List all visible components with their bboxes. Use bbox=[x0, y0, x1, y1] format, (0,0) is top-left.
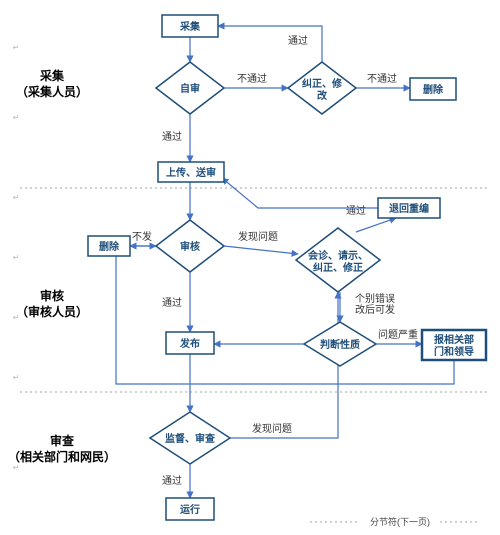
node-selfrev: 自审 bbox=[156, 62, 224, 114]
section-label: 采集 bbox=[39, 68, 65, 83]
edge-label-e2: 不通过 bbox=[237, 72, 267, 85]
edge-label-e9: 通过 bbox=[346, 204, 366, 217]
node-label: 审核 bbox=[180, 240, 200, 253]
node-fix1: 纠正、修改 bbox=[288, 62, 356, 114]
edge-e8 bbox=[224, 246, 298, 254]
node-judge: 判断性质 bbox=[304, 322, 376, 366]
node-review: 审核 bbox=[156, 220, 224, 272]
section-label: 审核 bbox=[40, 288, 64, 303]
edge-e16 bbox=[230, 292, 338, 438]
edge-label-e8: 发现问题 bbox=[238, 230, 278, 243]
node-label: 自审 bbox=[180, 82, 200, 95]
node-label: 删除 bbox=[423, 83, 444, 96]
node-upload: 上传、送审 bbox=[158, 162, 224, 182]
node-del1: 删除 bbox=[410, 78, 456, 100]
para-mark-icon: ↵ bbox=[13, 43, 20, 52]
node-label: 采集 bbox=[179, 20, 201, 33]
section-sublabel: （采集人员） bbox=[16, 84, 88, 99]
node-label: 纠正、修正 bbox=[313, 261, 363, 274]
edge-e10 bbox=[222, 178, 378, 208]
node-label: 运行 bbox=[180, 503, 200, 516]
node-label: 报相关部 bbox=[434, 333, 474, 346]
edge-label-e4: 通过 bbox=[288, 34, 308, 47]
node-label: 门和领导 bbox=[434, 345, 474, 358]
para-mark-icon: ↵ bbox=[13, 253, 20, 262]
node-label: 判断性质 bbox=[320, 338, 360, 351]
section-sublabel: （相关部门和网民） bbox=[8, 449, 116, 464]
node-del2: 删除 bbox=[88, 236, 130, 256]
node-inspect: 监督、审查 bbox=[150, 412, 230, 464]
section-label: 审查 bbox=[50, 433, 75, 448]
node-label: 改 bbox=[317, 89, 328, 102]
edge-label-e3: 不通过 bbox=[367, 72, 397, 85]
edge-label-e17: 通过 bbox=[162, 474, 182, 487]
section-sublabel: （审核人员） bbox=[16, 304, 88, 319]
edge-label-e12: 改后可发 bbox=[355, 303, 395, 316]
node-label: 删除 bbox=[99, 240, 120, 253]
node-label: 上传、送审 bbox=[166, 166, 216, 179]
edge-label-e12: 个别错误 bbox=[355, 292, 395, 305]
edge-e9 bbox=[356, 218, 396, 232]
para-mark-icon: ↵ bbox=[13, 373, 20, 382]
node-report: 报相关部门和领导 bbox=[422, 330, 486, 360]
node-publish: 发布 bbox=[166, 332, 214, 354]
edge-label-e16: 发现问题 bbox=[252, 422, 292, 435]
footer-label: 分节符(下一页) bbox=[370, 516, 430, 527]
node-run: 运行 bbox=[166, 498, 214, 520]
node-label: 退回重编 bbox=[389, 202, 429, 215]
para-mark-icon: ↵ bbox=[13, 113, 20, 122]
node-label: 纠正、修 bbox=[302, 77, 343, 90]
edge-label-e14: 问题严重 bbox=[378, 328, 418, 341]
edge-label-e7: 不发 bbox=[132, 230, 152, 243]
edge-e18 bbox=[116, 246, 454, 384]
node-label: 监督、审查 bbox=[165, 432, 216, 445]
edge-label-e11: 通过 bbox=[162, 296, 182, 309]
node-retedit: 退回重编 bbox=[378, 198, 440, 218]
node-label: 会诊、请示、 bbox=[308, 249, 368, 262]
node-collect: 采集 bbox=[162, 15, 218, 37]
para-mark-icon: ↵ bbox=[13, 463, 20, 472]
edge-label-e5: 通过 bbox=[162, 130, 182, 143]
para-mark-icon: ↵ bbox=[13, 193, 20, 202]
para-mark-icon: ↵ bbox=[13, 313, 20, 322]
node-label: 发布 bbox=[179, 337, 200, 350]
node-consult: 会诊、请示、纠正、修正 bbox=[296, 228, 380, 292]
